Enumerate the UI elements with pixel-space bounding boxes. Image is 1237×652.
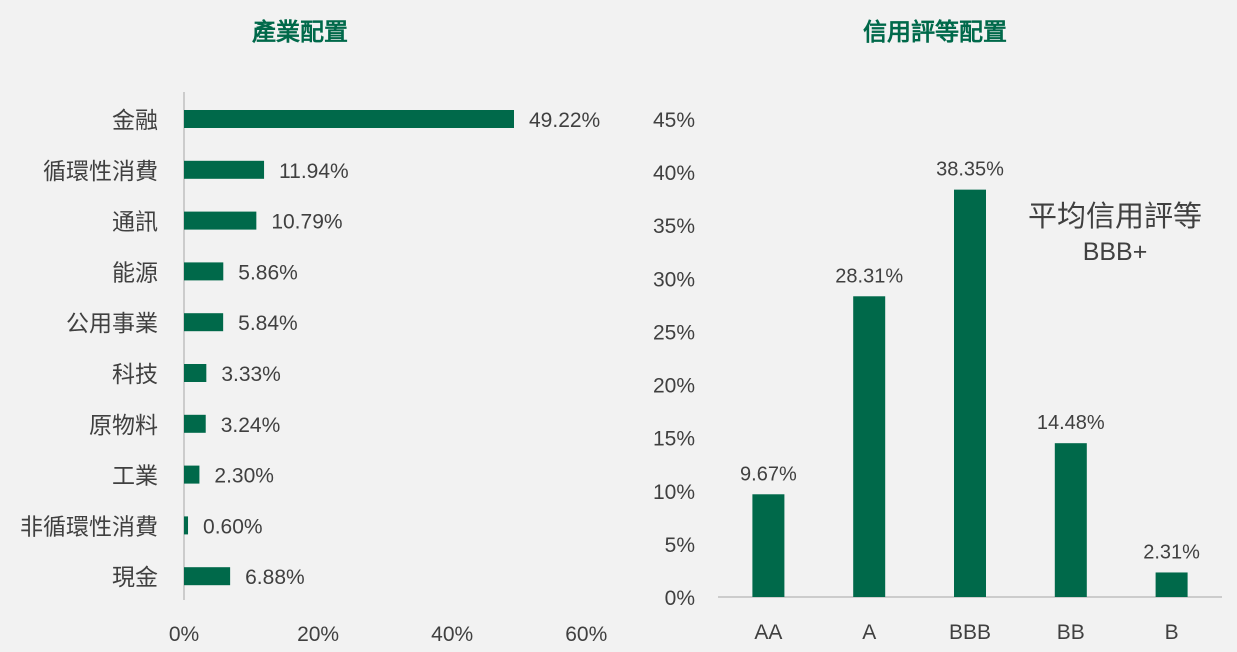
rating-value-label: 38.35% [936, 159, 1004, 181]
sector-category-label: 公用事業 [66, 311, 158, 337]
sector-bar [184, 465, 200, 484]
sector-value-label: 11.94% [279, 160, 349, 183]
sector-category-label: 原物料 [89, 413, 158, 439]
sector-category-label: 現金 [112, 565, 158, 591]
sector-category-label: 科技 [112, 362, 158, 388]
sector-category-label: 循環性消費 [43, 159, 158, 185]
average-rating-annotation: 平均信用評等 BBB+ [1005, 196, 1225, 268]
sector-bar [184, 110, 514, 128]
sector-category-label: 工業 [112, 464, 158, 490]
rating-y-tick-label: 45% [653, 109, 695, 132]
sector-chart-title: 產業配置 [252, 18, 348, 46]
sector-allocation-chart: 金融 49.22% 循環性消費 11.94% 通訊 10.79% 能源 5.86% 公用事業 5.… [20, 92, 607, 646]
rating-category-label: B [1165, 621, 1179, 644]
average-rating-label: 平均信用評等 [1027, 199, 1202, 233]
rating-y-tick-label: 20% [653, 375, 695, 398]
rating-bar [1054, 443, 1087, 597]
sector-value-label: 3.24% [221, 414, 281, 437]
sector-bar [184, 313, 224, 332]
sector-bar [184, 211, 257, 230]
sector-category-label: 能源 [112, 260, 158, 286]
sector-value-label: 2.30% [214, 465, 274, 488]
sector-x-tick-label: 0% [169, 623, 199, 646]
rating-category-label: BBB [949, 621, 991, 644]
rating-bar [1155, 572, 1188, 597]
rating-category-label: A [862, 621, 876, 644]
sector-category-label: 金融 [112, 108, 158, 134]
rating-value-label: 2.31% [1143, 541, 1200, 563]
sector-bar [184, 262, 224, 281]
sector-category-label: 通訊 [112, 210, 158, 236]
rating-category-label: AA [754, 621, 782, 644]
rating-value-label: 14.48% [1037, 412, 1105, 434]
average-rating-value: BBB+ [1082, 238, 1148, 266]
rating-value-label: 9.67% [740, 463, 797, 485]
sector-x-tick-label: 40% [431, 623, 473, 646]
rating-chart-title: 信用評等配置 [863, 18, 1007, 46]
sector-value-label: 10.79% [271, 211, 342, 234]
sector-bar [184, 364, 207, 382]
sector-value-label: 5.84% [238, 312, 298, 335]
rating-value-label: 28.31% [835, 265, 903, 287]
rating-y-tick-label: 0% [665, 587, 695, 610]
rating-bar [752, 494, 785, 597]
rating-y-tick-label: 30% [653, 268, 695, 291]
sector-value-label: 6.88% [245, 566, 305, 589]
sector-value-label: 49.22% [529, 109, 600, 132]
rating-y-tick-label: 25% [653, 321, 695, 344]
rating-y-tick-label: 15% [653, 428, 695, 451]
sector-x-tick-label: 20% [297, 623, 339, 646]
sector-category-label: 非循環性消費 [20, 514, 158, 540]
sector-value-label: 0.60% [203, 515, 263, 538]
sector-value-label: 5.86% [238, 261, 298, 284]
sector-bar [184, 160, 265, 179]
rating-y-tick-label: 10% [653, 481, 695, 504]
sector-value-label: 3.33% [221, 363, 281, 386]
rating-bar [954, 189, 986, 598]
rating-bar [853, 296, 886, 597]
rating-category-label: BB [1057, 621, 1085, 644]
sector-bar [184, 567, 231, 586]
rating-y-tick-label: 40% [653, 162, 695, 185]
sector-x-tick-label: 60% [565, 623, 607, 646]
rating-y-tick-label: 5% [665, 534, 695, 557]
sector-bar [184, 516, 189, 535]
sector-bar [184, 414, 206, 433]
rating-y-tick-label: 35% [653, 215, 695, 238]
